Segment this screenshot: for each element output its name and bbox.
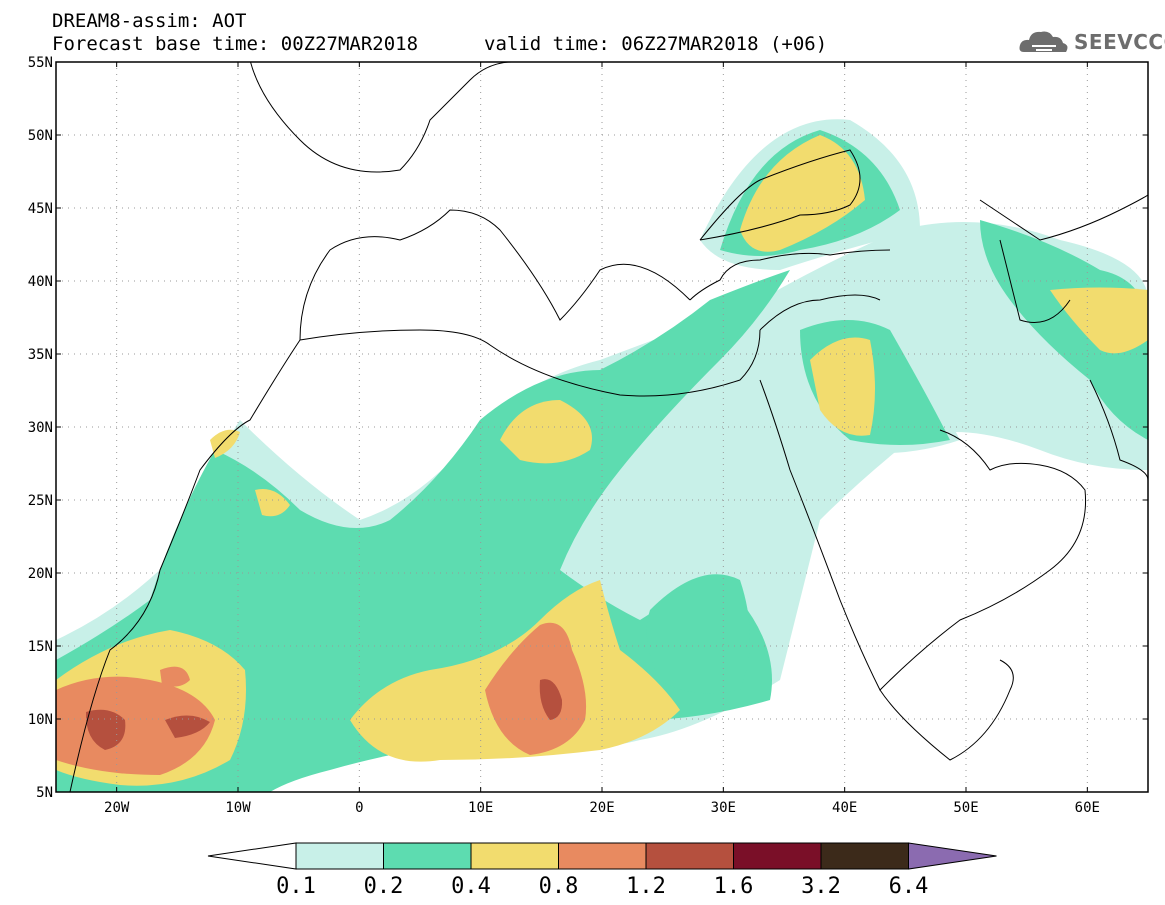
lat-label: 50N: [28, 128, 53, 144]
lon-label: 30E: [711, 800, 736, 816]
colorbar-label: 0.2: [364, 874, 404, 899]
lon-label: 40E: [832, 800, 857, 816]
lat-label: 40N: [28, 274, 53, 290]
colorbar-over-arrow: [908, 842, 997, 870]
colorbar-box: [820, 842, 909, 870]
colorbar-box: [383, 842, 472, 870]
colorbar-label: 1.2: [626, 874, 666, 899]
colorbar-box: [645, 842, 734, 870]
colorbar-under-arrow: [207, 842, 297, 870]
lat-label: 25N: [28, 493, 53, 509]
lon-label: 50E: [953, 800, 978, 816]
latitude-axis: 55N 50N 45N 40N 35N 30N 25N 20N 15N 10N 5N: [28, 55, 1148, 801]
map-grid: [56, 62, 1148, 792]
lat-label: 20N: [28, 566, 53, 582]
lat-label: 45N: [28, 201, 53, 217]
colorbar-box: [470, 842, 559, 870]
coastlines: [69, 62, 1148, 792]
aot-layer-1.2: [85, 679, 563, 750]
colorbar-box: [295, 842, 384, 870]
colorbar-label: 0.8: [539, 874, 579, 899]
lat-label: 10N: [28, 712, 53, 728]
lat-label: 5N: [36, 785, 53, 801]
colorbar: 0.1 0.2 0.4 0.8 1.2 1.6 3.2 6.4: [207, 842, 997, 899]
colorbar-box: [733, 842, 822, 870]
colorbar-label: 0.4: [451, 874, 491, 899]
colorbar-label: 1.6: [714, 874, 754, 899]
lon-label: 60E: [1075, 800, 1100, 816]
valid-time: valid time: 06Z27MAR2018 (+06): [484, 33, 828, 55]
lon-label: 10W: [225, 800, 251, 816]
colorbar-label: 0.1: [276, 874, 316, 899]
lat-label: 55N: [28, 55, 53, 71]
lon-label: 0: [355, 800, 363, 816]
cloud-icon: [1019, 31, 1068, 52]
lon-label: 10E: [468, 800, 493, 816]
forecast-base-time: Forecast base time: 00Z27MAR2018: [52, 33, 419, 55]
colorbar-label: 6.4: [889, 874, 929, 899]
lat-label: 35N: [28, 347, 53, 363]
seevccc-logo: SEEVCCC: [1074, 30, 1165, 54]
lon-label: 20W: [104, 800, 130, 816]
lon-label: 20E: [589, 800, 614, 816]
lat-label: 15N: [28, 639, 53, 655]
lat-label: 30N: [28, 420, 53, 436]
aot-layer-0.8: [56, 622, 587, 775]
colorbar-label: 3.2: [801, 874, 841, 899]
colorbar-box: [558, 842, 647, 870]
longitude-axis: 20W 10W 0 10E 20E 30E 40E 50E 60E: [104, 62, 1100, 816]
aot-fields: [56, 119, 1148, 792]
map-title: DREAM8-assim: AOT: [52, 10, 247, 32]
